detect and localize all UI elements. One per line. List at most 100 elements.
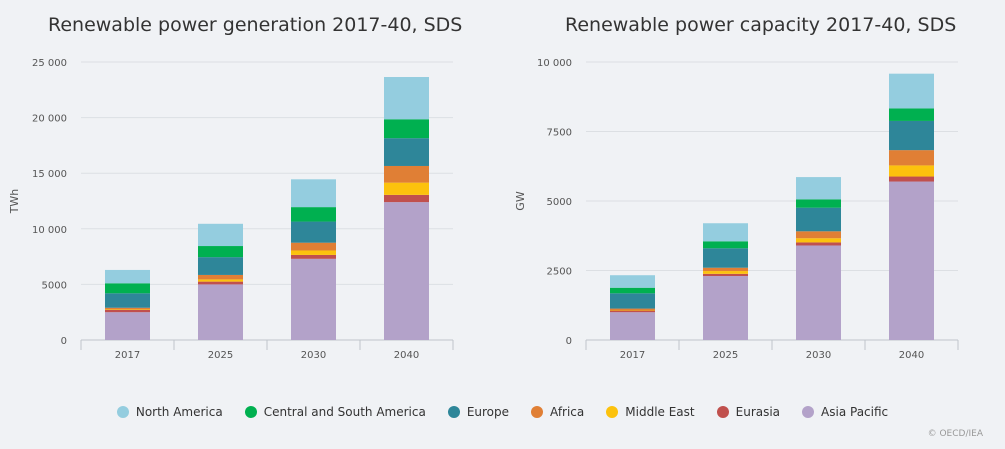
bar-segment — [610, 287, 655, 294]
x-tick-label: 2040 — [394, 350, 419, 361]
bar-segment — [198, 284, 243, 340]
bar-segment — [105, 283, 150, 294]
bar-segment — [889, 120, 934, 151]
legend-item: Central and South America — [244, 405, 426, 419]
y-tick-label: 20 000 — [32, 114, 67, 125]
legend-swatch-icon — [244, 406, 257, 418]
bar-segment — [610, 309, 655, 311]
legend-label: Middle East — [625, 405, 695, 419]
bar-segment — [198, 279, 243, 282]
bar-segment — [291, 221, 336, 243]
bar-segment — [796, 207, 841, 232]
legend-item: Eurasia — [716, 405, 780, 419]
y-axis-label: TWh — [8, 189, 21, 215]
y-axis-label: GW — [514, 191, 527, 211]
bar-segment — [703, 276, 748, 340]
x-tick-label: 2040 — [899, 350, 924, 361]
legend-label: Africa — [550, 405, 585, 419]
bar-segment — [703, 271, 748, 274]
bar-segment — [105, 309, 150, 310]
y-tick-label: 0 — [61, 336, 67, 347]
bar-segment — [796, 199, 841, 208]
bar-segment — [703, 248, 748, 268]
bar-segment — [384, 202, 429, 340]
legend-label: Asia Pacific — [821, 405, 889, 419]
legend-item: Africa — [531, 405, 584, 419]
y-tick-label: 5000 — [547, 197, 572, 208]
bar-segment — [889, 181, 934, 340]
bar-segment — [384, 165, 429, 183]
bar-segment — [384, 194, 429, 203]
bar-segment — [796, 245, 841, 340]
copyright: © OECD/IEA — [927, 429, 983, 439]
y-tick-label: 5000 — [42, 280, 67, 291]
chart-title-capacity: Renewable power capacity 2017-40, SDS — [565, 14, 957, 36]
legend-item: Europe — [447, 405, 510, 419]
bar-segment — [291, 207, 336, 222]
x-tick-label: 2025 — [208, 350, 233, 361]
bar-segment — [610, 293, 655, 309]
bar-segment — [796, 231, 841, 239]
y-tick-label: 10 000 — [32, 225, 67, 236]
bar-segment — [703, 267, 748, 272]
bar-segment — [291, 179, 336, 208]
legend-swatch-icon — [716, 406, 729, 418]
x-tick-label: 2017 — [620, 350, 645, 361]
bar-segment — [889, 73, 934, 109]
y-tick-label: 0 — [566, 336, 572, 347]
bar-segment — [105, 293, 150, 308]
capacity-chart: 0 2500 5000 7500 10 000 GW 2017 2025 2030 2040 — [514, 58, 959, 361]
bar-segment — [384, 119, 429, 139]
bar-segment — [610, 308, 655, 310]
legend-swatch-icon — [606, 406, 619, 418]
bar-segment — [610, 312, 655, 340]
bar-segment — [610, 310, 655, 313]
bar-segment — [198, 246, 243, 258]
x-tick-label: 2030 — [806, 350, 831, 361]
legend-swatch-icon — [447, 406, 460, 418]
bar-segment — [384, 77, 429, 120]
bar-segment — [796, 242, 841, 246]
bar-segment — [105, 307, 150, 310]
bar-segment — [796, 177, 841, 200]
bar-segment — [384, 182, 429, 195]
legend-swatch-icon — [531, 406, 544, 418]
y-tick-label: 25 000 — [32, 58, 67, 69]
bar-segment — [889, 165, 934, 177]
legend-label: Central and South America — [263, 405, 426, 419]
bar-segment — [703, 223, 748, 242]
bar-segment — [703, 273, 748, 277]
bar-segment — [105, 312, 150, 340]
bar-segment — [198, 281, 243, 285]
bar-segment — [291, 258, 336, 340]
x-tick-label: 2017 — [115, 350, 140, 361]
legend-item: North America — [116, 405, 223, 419]
y-tick-label: 15 000 — [32, 169, 67, 180]
bar-segment — [105, 309, 150, 313]
x-tick-label: 2025 — [713, 350, 738, 361]
legend-item: Middle East — [606, 405, 695, 419]
legend-swatch-icon — [116, 406, 129, 418]
bar-segment — [889, 150, 934, 166]
y-tick-label: 7500 — [547, 128, 572, 139]
bar-segment — [796, 238, 841, 243]
bar-segment — [384, 138, 429, 166]
bar-segment — [198, 223, 243, 247]
bar-segment — [291, 250, 336, 255]
bar-segment — [703, 241, 748, 249]
legend-item: Asia Pacific — [802, 405, 888, 419]
bar-segment — [105, 269, 150, 284]
legend-label: North America — [135, 405, 223, 419]
bar-segment — [198, 274, 243, 280]
legend: North America Central and South America Eu… — [0, 405, 1005, 421]
bar-segment — [291, 242, 336, 251]
bar-segment — [198, 257, 243, 275]
y-tick-label: 10 000 — [537, 58, 572, 69]
generation-chart: 0 5000 10 000 15 000 20 000 25 000 TWh 2017 2025… — [8, 58, 454, 361]
legend-swatch-icon — [802, 406, 815, 418]
bar-segment — [291, 254, 336, 259]
legend-label: Europe — [466, 405, 510, 419]
bar-segment — [889, 176, 934, 182]
y-tick-label: 2500 — [547, 267, 572, 278]
bar-segment — [610, 275, 655, 288]
